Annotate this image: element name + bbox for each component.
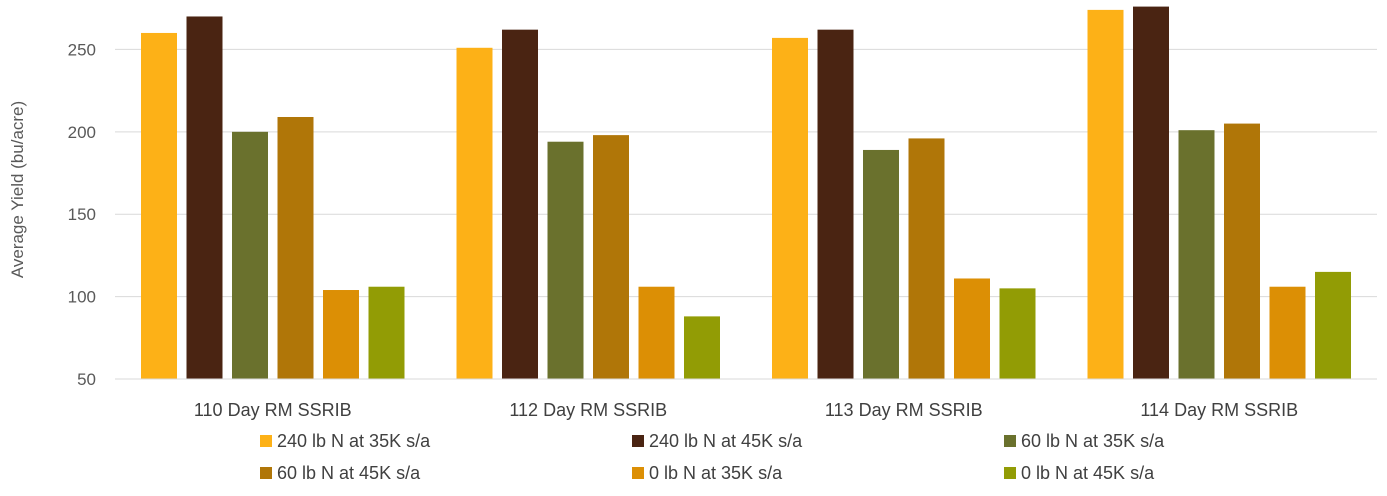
bar xyxy=(684,316,720,379)
legend-label: 60 lb N at 45K s/a xyxy=(277,463,421,483)
bar xyxy=(323,290,359,379)
bar xyxy=(593,135,629,379)
x-category-label: 113 Day RM SSRIB xyxy=(825,400,983,420)
bar xyxy=(639,287,675,379)
legend-label: 0 lb N at 35K s/a xyxy=(649,463,783,483)
legend-swatch xyxy=(1004,435,1016,447)
bar xyxy=(141,33,177,379)
legend-swatch xyxy=(1004,467,1016,479)
legend-label: 240 lb N at 45K s/a xyxy=(649,431,803,451)
bar xyxy=(187,16,223,379)
y-axis-title: Average Yield (bu/acre) xyxy=(8,101,27,278)
bar xyxy=(954,278,990,379)
x-category-label: 112 Day RM SSRIB xyxy=(509,400,667,420)
legend-swatch xyxy=(260,435,272,447)
legend-swatch xyxy=(260,467,272,479)
bar xyxy=(1000,288,1036,379)
legend-label: 60 lb N at 35K s/a xyxy=(1021,431,1165,451)
bar xyxy=(909,138,945,379)
bar xyxy=(1270,287,1306,379)
legend: 240 lb N at 35K s/a 240 lb N at 45K s/a 60… xyxy=(260,431,1165,483)
bar xyxy=(369,287,405,379)
bar xyxy=(1088,10,1124,379)
x-category-label: 114 Day RM SSRIB xyxy=(1140,400,1298,420)
bar xyxy=(232,132,268,379)
bar xyxy=(278,117,314,379)
bar xyxy=(502,30,538,379)
legend-label: 240 lb N at 35K s/a xyxy=(277,431,431,451)
bar xyxy=(863,150,899,379)
y-tick-label: 250 xyxy=(68,40,96,59)
legend-swatch xyxy=(632,435,644,447)
y-tick-label: 150 xyxy=(68,205,96,224)
bar xyxy=(1315,272,1351,379)
legend-swatch xyxy=(632,467,644,479)
x-category-label: 110 Day RM SSRIB xyxy=(194,400,352,420)
legend-label: 0 lb N at 45K s/a xyxy=(1021,463,1155,483)
bar xyxy=(772,38,808,379)
bar xyxy=(1133,7,1169,379)
bar xyxy=(818,30,854,379)
bar xyxy=(548,142,584,379)
y-tick-label: 200 xyxy=(68,123,96,142)
bar xyxy=(457,48,493,379)
bar xyxy=(1224,124,1260,379)
y-tick-label: 100 xyxy=(68,288,96,307)
y-tick-label: 50 xyxy=(77,370,96,389)
bar-group xyxy=(141,7,1351,379)
bar xyxy=(1179,130,1215,379)
